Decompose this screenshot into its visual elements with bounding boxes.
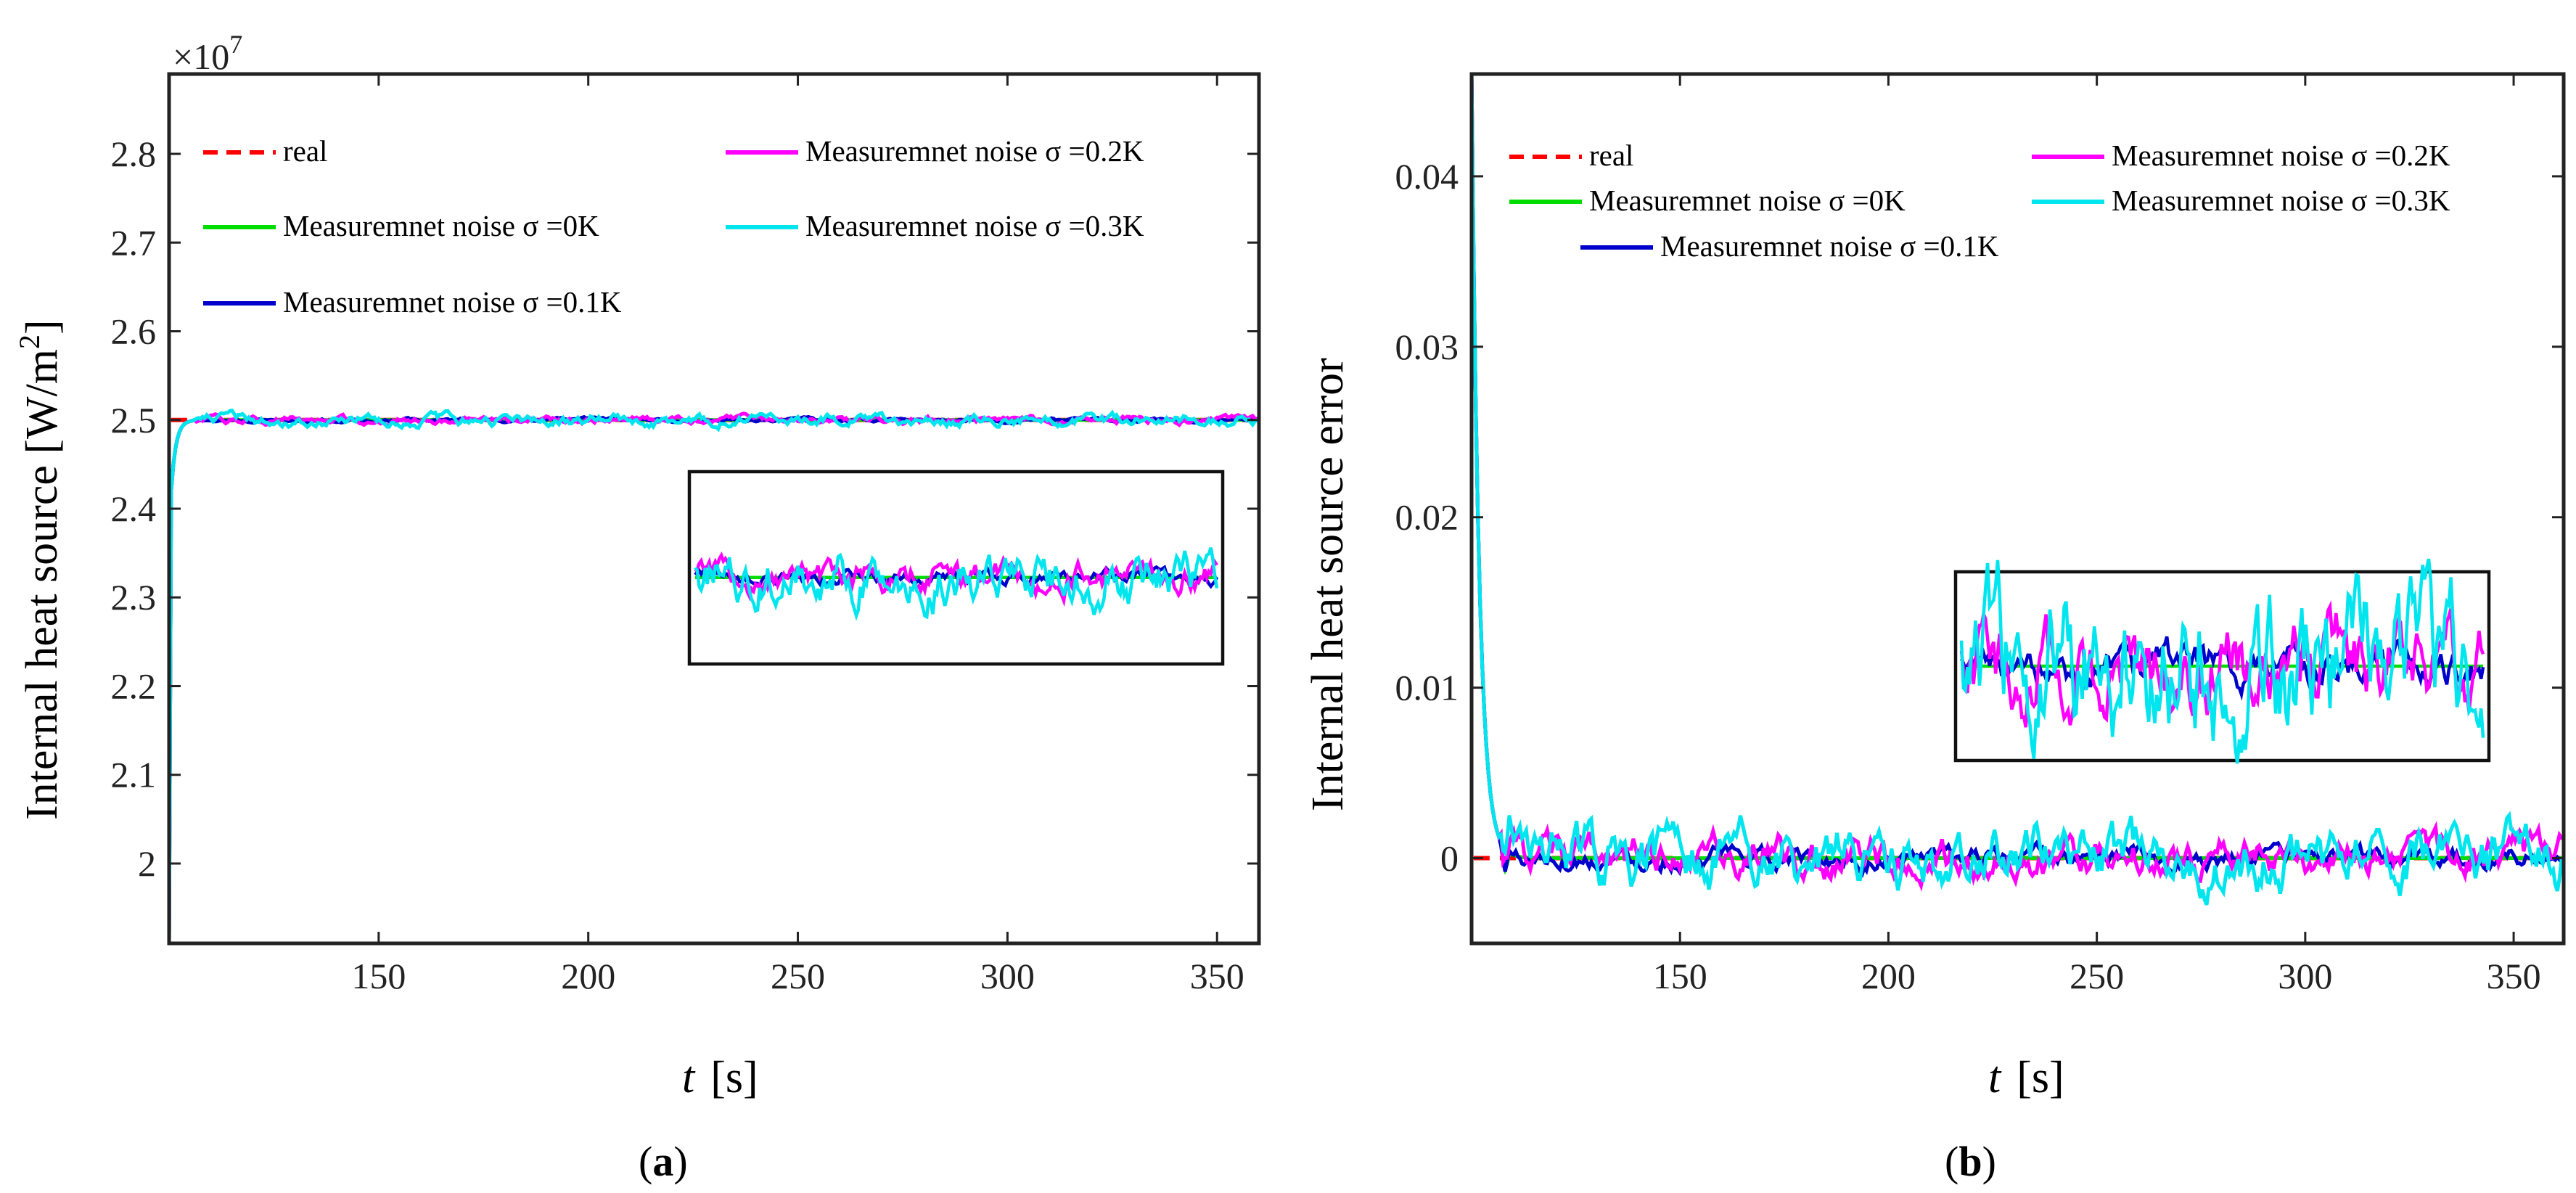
- panel-b-inset-series-group: [1959, 558, 2485, 764]
- x-tick-label: 200: [1861, 956, 1916, 996]
- panel-a-ticks: 150 200 250 300 350 2 2.1 2.2 2.3 2.4 2.5 2.6 2.7 2.8: [111, 74, 1259, 996]
- y-tick-label: 0.04: [1395, 156, 1459, 197]
- inset-series-line: [694, 547, 1219, 621]
- series-line: [167, 409, 1259, 944]
- x-tick-label: 300: [2278, 956, 2332, 996]
- legend-label: real: [1589, 139, 1633, 172]
- y-tick-label: 2: [138, 843, 156, 884]
- panel-a-y-multiplier: ×107: [173, 30, 242, 77]
- series-line: [1469, 73, 2564, 906]
- legend-label: Measuremnet noise σ =0.3K: [805, 209, 1144, 242]
- x-tick-label: 250: [771, 956, 825, 996]
- x-tick-label: 150: [351, 956, 406, 996]
- panel-b-series-group: [1469, 73, 2564, 906]
- y-tick-label: 2.4: [111, 488, 157, 529]
- y-tick-label: 2.5: [111, 400, 157, 440]
- panel-b-x-axis-label: t [s]: [1988, 1053, 2064, 1102]
- series-line: [1469, 73, 2564, 892]
- y-tick-label: 0: [1440, 838, 1459, 879]
- panel-a-label: (a): [639, 1138, 688, 1185]
- y-tick-label: 2.2: [111, 665, 157, 706]
- legend-label: Measuremnet noise σ =0.1K: [283, 285, 622, 319]
- panel-b-label: (b): [1945, 1138, 1996, 1185]
- panel-b-axes-frame: [1469, 72, 2566, 946]
- legend-label: Measuremnet noise σ =0.2K: [805, 134, 1144, 168]
- panel-b-ticks: 150 200 250 300 350 0 0.01 0.02 0.03 0.04: [1395, 74, 2564, 996]
- x-tick-label: 300: [980, 956, 1035, 996]
- panel-a-series-group: [167, 409, 1259, 944]
- x-tick-label: 350: [2487, 956, 2541, 996]
- legend-label: Measuremnet noise σ =0K: [283, 209, 599, 242]
- legend-label: real: [283, 134, 327, 168]
- panel-a-x-axis-label: t [s]: [682, 1053, 758, 1102]
- inset-series-line: [694, 551, 1218, 607]
- y-tick-label: 2.6: [111, 311, 157, 352]
- panel-b-legend: real Measuremnet noise σ =0.2K Measuremnet…: [1509, 139, 2450, 263]
- x-tick-label: 250: [2070, 956, 2124, 996]
- y-tick-label: 2.7: [111, 222, 157, 263]
- y-tick-label: 2.3: [111, 577, 157, 618]
- y-tick-label: 0.02: [1395, 497, 1459, 538]
- legend-label: Measuremnet noise σ =0K: [1589, 184, 1906, 217]
- y-tick-label: 0.03: [1395, 327, 1459, 367]
- panel-a-legend: real Measuremnet noise σ =0.2K Measuremnet…: [203, 134, 1144, 319]
- panel-b-y-axis-label: Internal heat source error: [1303, 358, 1353, 811]
- panel-a-y-axis-label: Internal heat source [W/m2]: [13, 319, 67, 820]
- legend-label: Measuremnet noise σ =0.3K: [2112, 184, 2450, 217]
- x-tick-label: 150: [1653, 956, 1707, 996]
- y-tick-label: 0.01: [1395, 668, 1459, 708]
- panel-a-chart: 150 200 250 300 350 2 2.1 2.2 2.3 2.4 2.5 2.6 2.7 2.8…: [13, 30, 1261, 1185]
- y-tick-label: 2.8: [111, 134, 157, 174]
- x-tick-label: 350: [1190, 956, 1244, 996]
- panel-b-chart: 150 200 250 300 350 0 0.01 0.02 0.03 0.04 real Mea…: [1303, 72, 2566, 1185]
- x-tick-label: 200: [561, 956, 615, 996]
- legend-label: Measuremnet noise σ =0.2K: [2112, 139, 2450, 172]
- y-tick-label: 2.1: [111, 755, 157, 795]
- inset-series-line: [1959, 558, 2485, 764]
- panel-a-inset-series-group: [694, 547, 1219, 621]
- legend-label: Measuremnet noise σ =0.1K: [1660, 229, 1999, 263]
